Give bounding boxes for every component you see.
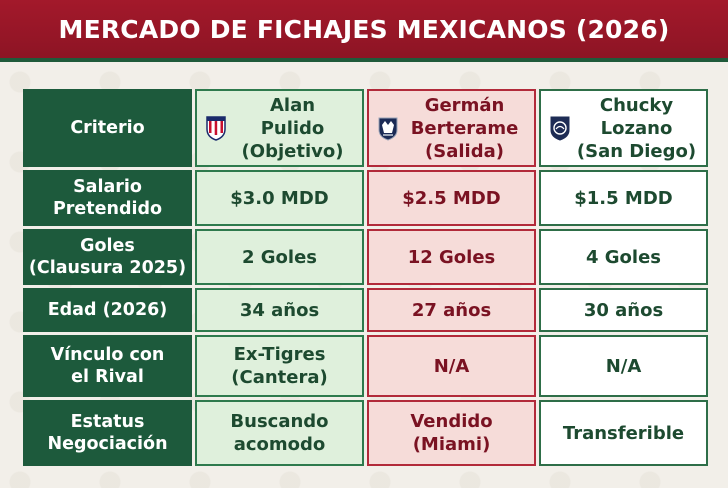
player-name-1: Alan Pulido (Objetivo) [241, 94, 344, 162]
player-name-2: Germán Berterame (Salida) [410, 94, 519, 162]
san-diego-crest-icon [550, 116, 570, 141]
cell-salario-lozano: $1.5 MDD [539, 170, 708, 226]
cell-salario-pulido: $3.0 MDD [195, 170, 364, 226]
cell-goles-pulido: 2 Goles [195, 229, 364, 285]
player-header-1: Alan Pulido (Objetivo) [195, 89, 364, 167]
cell-vinculo-pulido: Ex-Tigres (Cantera) [195, 335, 364, 397]
title-banner: MERCADO DE FICHAJES MEXICANOS (2026) [0, 0, 728, 62]
cell-edad-lozano: 30 años [539, 288, 708, 332]
player-name-3: Chucky Lozano (San Diego) [576, 94, 697, 162]
row-label-estatus: Estatus Negociación [23, 400, 192, 466]
cell-goles-berterame: 12 Goles [367, 229, 536, 285]
cell-estatus-pulido: Buscando acomodo [195, 400, 364, 466]
cell-edad-berterame: 27 años [367, 288, 536, 332]
player-header-2: Germán Berterame (Salida) [367, 89, 536, 167]
row-label-edad: Edad (2026) [23, 288, 192, 332]
cell-edad-pulido: 34 años [195, 288, 364, 332]
cell-goles-lozano: 4 Goles [539, 229, 708, 285]
header-criterio: Criterio [23, 89, 192, 167]
cell-estatus-lozano: Transferible [539, 400, 708, 466]
cell-vinculo-lozano: N/A [539, 335, 708, 397]
cell-estatus-berterame: Vendido (Miami) [367, 400, 536, 466]
row-label-vinculo: Vínculo con el Rival [23, 335, 192, 397]
cell-vinculo-berterame: N/A [367, 335, 536, 397]
page-title: MERCADO DE FICHAJES MEXICANOS (2026) [58, 14, 670, 44]
row-label-goles: Goles (Clausura 2025) [23, 229, 192, 285]
player-header-3: Chucky Lozano (San Diego) [539, 89, 708, 167]
monterrey-crest-icon [378, 117, 398, 141]
row-label-salario: Salario Pretendido [23, 170, 192, 226]
cell-salario-berterame: $2.5 MDD [367, 170, 536, 226]
comparison-table: Criterio Alan Pulido (Objetivo) Germán B… [23, 89, 708, 466]
chivas-crest-icon [206, 116, 226, 141]
